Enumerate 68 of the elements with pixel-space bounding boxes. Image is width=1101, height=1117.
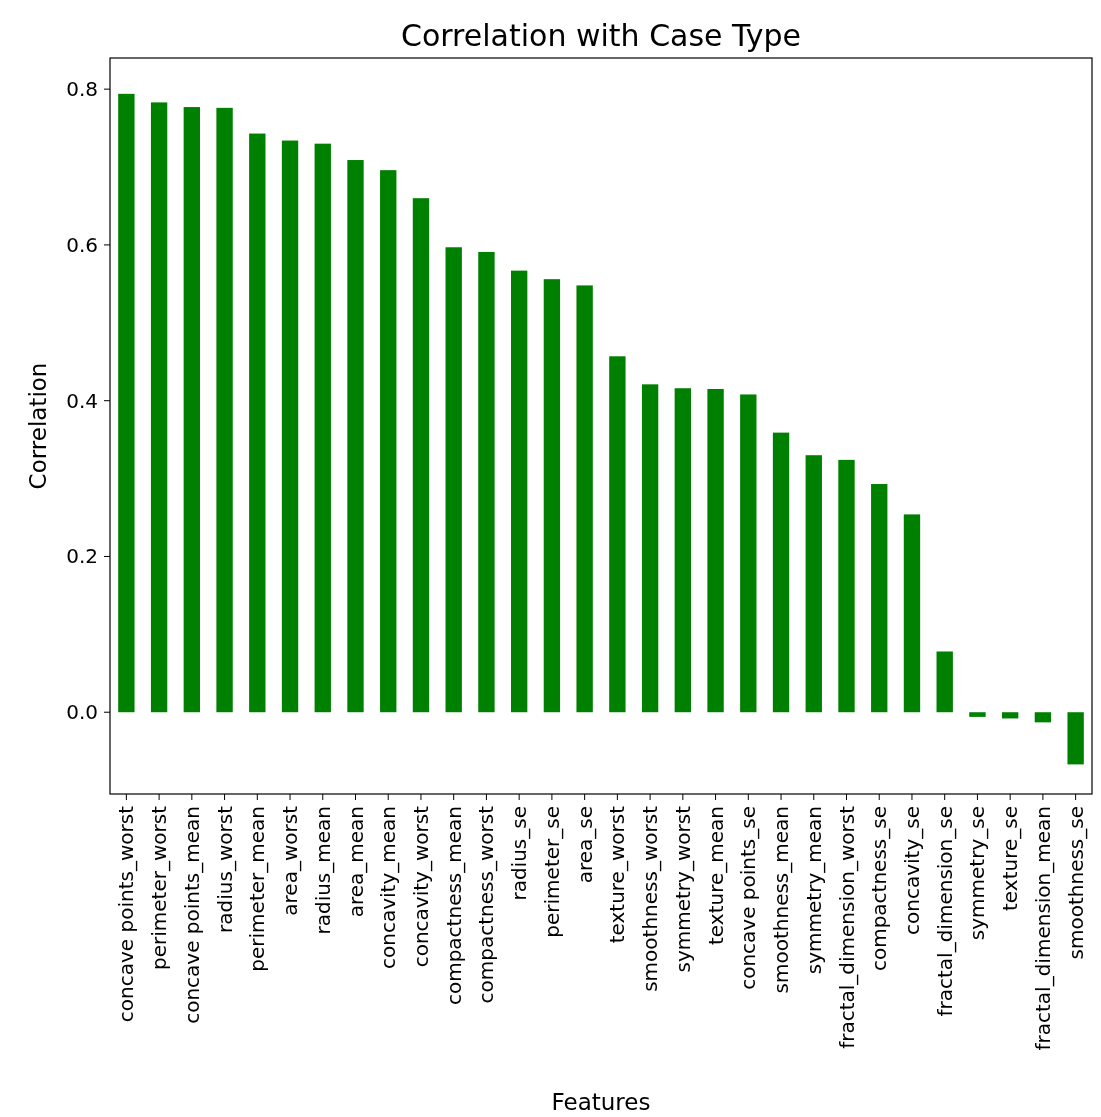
bar — [118, 93, 135, 713]
x-tick-label: smoothness_mean — [769, 806, 794, 994]
x-tick-label: compactness_se — [867, 806, 892, 972]
bar — [478, 251, 495, 713]
x-tick-label: radius_worst — [212, 805, 237, 933]
bar — [347, 160, 364, 713]
x-tick-label: texture_mean — [703, 806, 728, 945]
bar — [1067, 712, 1084, 765]
x-tick-label: compactness_mean — [441, 806, 466, 1006]
bar — [707, 389, 724, 713]
x-axis-title: Features — [551, 1089, 651, 1115]
x-tick-label: symmetry_worst — [670, 805, 695, 973]
x-tick-label: concave points_worst — [114, 805, 139, 1023]
bar — [805, 455, 822, 713]
x-tick-label: concavity_worst — [408, 805, 433, 968]
x-tick-label: concavity_se — [899, 806, 924, 935]
bar — [838, 459, 855, 713]
x-tick-label: concave points_se — [736, 806, 761, 990]
bar — [183, 107, 201, 713]
x-tick-label: smoothness_se — [1063, 806, 1088, 960]
x-tick-label: concave points_mean — [179, 806, 204, 1024]
y-axis-title: Correlation — [25, 362, 51, 490]
bar — [445, 247, 462, 713]
x-tick-label: area_worst — [278, 805, 303, 916]
bar — [903, 514, 921, 713]
x-tick-label: smoothness_worst — [638, 805, 663, 992]
bar — [1034, 712, 1052, 723]
x-tick-label: texture_worst — [605, 805, 630, 944]
bar — [740, 394, 757, 713]
bar — [871, 484, 888, 713]
bar — [576, 285, 593, 713]
bar — [543, 279, 561, 713]
bar — [674, 388, 692, 713]
chart-title: Correlation with Case Type — [400, 18, 802, 53]
bar — [281, 140, 299, 713]
bar — [216, 107, 233, 713]
y-tick-label: 0.6 — [66, 232, 98, 257]
y-tick-label: 0.8 — [66, 77, 98, 102]
x-tick-label: compactness_worst — [474, 805, 499, 1004]
bar — [772, 432, 790, 713]
x-tick-label: area_se — [572, 806, 597, 884]
x-tick-label: area_mean — [343, 806, 368, 918]
bar — [150, 102, 168, 713]
bar — [1001, 712, 1019, 719]
bar — [412, 198, 430, 713]
x-tick-label: fractal_dimension_worst — [834, 805, 859, 1049]
bar — [510, 270, 528, 713]
x-tick-label: symmetry_se — [965, 806, 990, 941]
bar — [969, 712, 986, 717]
bar — [314, 143, 331, 713]
bar — [641, 384, 659, 713]
bar — [380, 170, 397, 713]
x-tick-label: fractal_dimension_mean — [1030, 806, 1055, 1051]
y-tick-label: 0.0 — [66, 700, 98, 725]
bar — [249, 133, 266, 713]
y-tick-label: 0.2 — [66, 544, 98, 569]
x-tick-label: perimeter_se — [539, 806, 564, 938]
x-tick-label: perimeter_worst — [147, 805, 172, 971]
x-tick-label: texture_se — [998, 806, 1023, 911]
x-tick-label: concavity_mean — [376, 806, 401, 969]
x-tick-label: fractal_dimension_se — [932, 806, 957, 1017]
y-tick-label: 0.4 — [66, 388, 98, 413]
x-tick-label: radius_mean — [310, 806, 335, 935]
x-tick-label: symmetry_mean — [801, 806, 826, 975]
bar — [609, 356, 626, 713]
x-tick-label: perimeter_mean — [245, 806, 270, 972]
bar — [936, 651, 953, 713]
x-tick-label: radius_se — [507, 806, 532, 901]
